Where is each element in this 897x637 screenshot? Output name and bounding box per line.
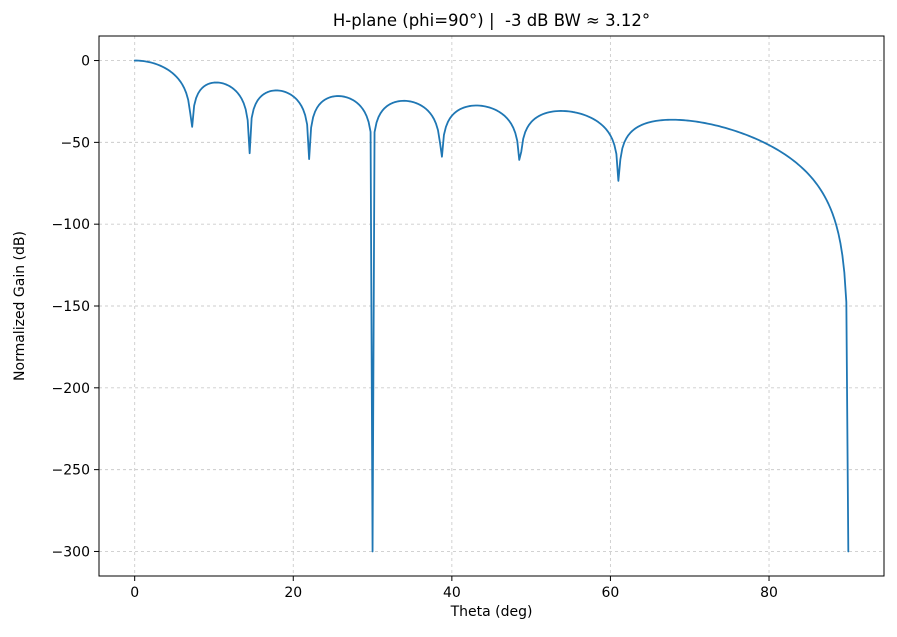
y-tick-label: −200 [52,381,90,397]
x-tick-label: 0 [130,585,139,601]
pattern-curve [133,59,850,553]
y-tick-label: −300 [52,544,90,560]
x-tick-label: 20 [284,585,302,601]
x-tick-label: 40 [443,585,461,601]
y-tick-label: −150 [52,299,90,315]
y-tick-label: −250 [52,463,90,479]
x-tick-label: 80 [760,585,778,601]
y-tick-label: −50 [60,135,90,151]
y-tick-label: −100 [52,217,90,233]
y-tick-label: 0 [81,54,90,70]
x-tick-label: 60 [602,585,620,601]
x-axis-label: Theta (deg) [450,604,533,620]
chart-title: H-plane (phi=90°) | -3 dB BW ≈ 3.12° [332,11,651,30]
y-axis-label: Normalized Gain (dB) [12,231,28,381]
